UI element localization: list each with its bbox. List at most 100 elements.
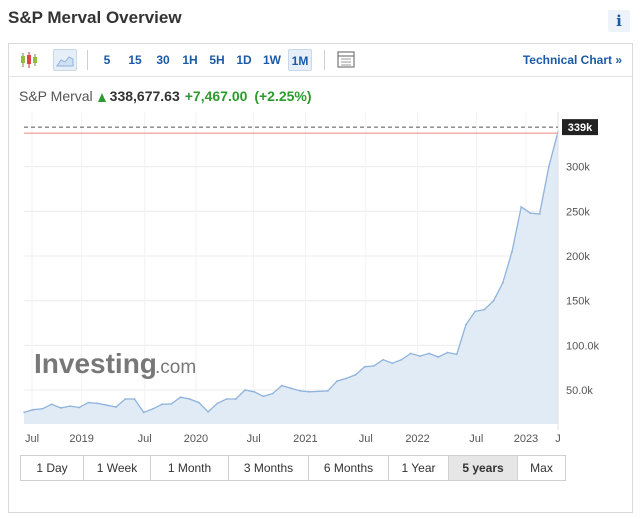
page-title: S&P Merval Overview <box>8 8 182 27</box>
area-chart-icon[interactable] <box>53 49 77 71</box>
price-chart[interactable]: 50.0k 100.0k 150k 200k 250k 300k Jul 2019 Jul 20… <box>9 44 632 454</box>
data-point <box>501 281 504 284</box>
range-6-months[interactable]: 6 Months <box>309 456 389 480</box>
range-5-years[interactable]: 5 years <box>449 456 518 480</box>
x-tick-label: Jul <box>138 433 152 445</box>
data-point <box>207 410 210 413</box>
data-point <box>317 390 320 393</box>
x-tick-label: Jul <box>25 433 39 445</box>
data-point <box>69 405 71 408</box>
data-point <box>492 299 495 302</box>
price-change-percent: (+2.25%) <box>254 88 312 104</box>
data-point <box>262 395 265 398</box>
data-point <box>418 355 421 358</box>
investing-watermark-suffix: .com <box>155 357 196 378</box>
data-point <box>326 389 329 392</box>
toolbar-divider <box>324 50 325 70</box>
data-point <box>538 213 541 215</box>
data-point <box>299 389 302 392</box>
data-point <box>529 212 532 215</box>
interval-1h[interactable]: 1H <box>182 53 198 67</box>
x-tick-label: 2020 <box>184 433 208 445</box>
price-area <box>24 131 558 425</box>
data-point <box>547 165 550 168</box>
data-point <box>96 402 99 405</box>
data-point <box>455 353 458 356</box>
data-point <box>32 408 35 411</box>
y-tick-label: 50.0k <box>566 385 593 397</box>
interval-15[interactable]: 15 <box>128 53 142 67</box>
data-point <box>354 373 357 376</box>
index-name: S&P Merval <box>19 88 93 104</box>
data-point <box>244 389 246 391</box>
data-point <box>124 398 127 400</box>
data-point <box>400 358 403 361</box>
chart-toolbar: 5 15 30 1H 5H 1D 1W 1M Technical Chart » <box>9 44 632 77</box>
x-tick-label: J <box>555 433 561 445</box>
data-point <box>428 352 431 355</box>
data-point <box>197 401 200 404</box>
x-tick-label: 2022 <box>405 433 429 445</box>
data-point <box>188 398 191 400</box>
range-1-day[interactable]: 1 Day <box>21 456 84 480</box>
x-tick-label: Jul <box>247 433 261 445</box>
data-point <box>87 401 90 404</box>
data-point <box>170 402 173 405</box>
data-point <box>133 398 136 400</box>
info-button[interactable]: i <box>608 10 630 32</box>
range-1-week[interactable]: 1 Week <box>84 456 151 480</box>
data-point <box>308 390 311 393</box>
data-point <box>115 406 118 408</box>
interval-30[interactable]: 30 <box>156 53 170 67</box>
data-point <box>345 377 348 380</box>
data-point <box>105 404 108 407</box>
interval-1w[interactable]: 1W <box>263 53 281 67</box>
x-tick-label: Jul <box>359 433 373 445</box>
data-point <box>520 205 523 208</box>
data-point <box>483 308 486 311</box>
interval-1d[interactable]: 1D <box>236 53 252 67</box>
interval-1m[interactable]: 1M <box>288 49 312 71</box>
data-point <box>464 323 467 326</box>
interval-5h[interactable]: 5H <box>209 53 225 67</box>
data-point <box>253 390 256 393</box>
data-point <box>41 407 44 410</box>
table-view-icon[interactable] <box>335 49 359 71</box>
data-point <box>290 387 292 390</box>
data-point <box>142 411 145 414</box>
data-point <box>59 406 62 409</box>
y-tick-label: 200k <box>566 251 590 263</box>
data-point <box>437 356 440 358</box>
quote-line: S&P Merval 338,677.63 +7,467.00 (+2.25%) <box>19 88 312 104</box>
data-point <box>78 406 81 409</box>
data-point <box>336 380 338 383</box>
data-point <box>474 310 477 313</box>
y-tick-label: 150k <box>566 296 590 308</box>
index-price: 338,677.63 <box>109 88 180 104</box>
data-point <box>511 250 513 253</box>
data-point <box>216 402 219 405</box>
toolbar-divider <box>87 50 88 70</box>
range-1-month[interactable]: 1 Month <box>151 456 229 480</box>
x-tick-label: 2019 <box>69 433 93 445</box>
data-point <box>151 407 154 410</box>
data-point <box>280 384 283 387</box>
data-point <box>161 403 164 406</box>
data-point <box>372 364 375 367</box>
range-1-year[interactable]: 1 Year <box>389 456 449 480</box>
price-change: +7,467.00 <box>184 88 248 104</box>
candlestick-chart-icon[interactable] <box>17 49 41 71</box>
data-point <box>391 362 394 365</box>
range-3-months[interactable]: 3 Months <box>229 456 309 480</box>
data-point <box>225 398 228 400</box>
technical-chart-link[interactable]: Technical Chart » <box>522 53 622 67</box>
y-tick-label: 250k <box>566 206 590 218</box>
y-tick-label: 100.0k <box>566 340 600 352</box>
interval-5[interactable]: 5 <box>103 53 111 67</box>
data-point <box>409 352 412 355</box>
data-point <box>271 392 274 395</box>
data-point <box>382 358 385 361</box>
range-max[interactable]: Max <box>530 461 553 475</box>
x-tick-label: 2023 <box>514 433 538 445</box>
data-point <box>179 396 182 399</box>
